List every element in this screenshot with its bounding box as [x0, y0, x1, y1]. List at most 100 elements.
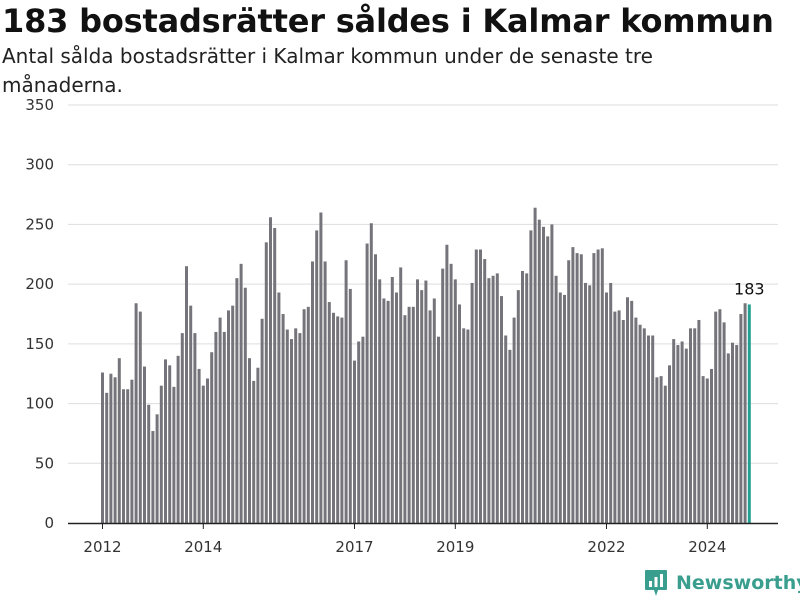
bar — [529, 230, 533, 523]
bar — [563, 294, 566, 523]
bar — [500, 296, 503, 523]
bar — [655, 377, 659, 523]
bar — [521, 271, 524, 523]
bar — [243, 287, 247, 523]
latest-value-label: 183 — [734, 279, 765, 298]
bar — [743, 303, 747, 523]
bar — [168, 365, 172, 523]
bar — [710, 368, 713, 523]
bar — [693, 328, 697, 523]
bar — [516, 290, 520, 523]
bar — [260, 318, 264, 523]
bar — [428, 310, 432, 523]
bar — [340, 317, 344, 523]
y-tick-label: 200 — [25, 275, 54, 293]
bar — [588, 285, 592, 523]
y-tick-label: 350 — [25, 96, 54, 114]
bar — [684, 348, 688, 523]
bar — [613, 311, 617, 523]
bar — [323, 261, 327, 523]
bar — [126, 389, 130, 523]
bar — [504, 335, 508, 523]
bar — [311, 261, 314, 523]
bar — [533, 207, 537, 524]
bar — [319, 212, 323, 523]
bar — [101, 372, 104, 523]
bar — [487, 278, 491, 523]
bar — [512, 317, 516, 523]
bar — [151, 431, 155, 523]
bar — [479, 249, 482, 523]
bar — [269, 217, 272, 523]
bar — [705, 378, 709, 523]
bar — [348, 288, 352, 523]
bar — [290, 339, 293, 523]
bar — [143, 366, 146, 523]
y-tick-label: 250 — [25, 215, 54, 233]
bar — [176, 355, 180, 523]
bar — [374, 254, 377, 524]
bar — [138, 311, 142, 523]
bar — [185, 266, 188, 523]
bar — [470, 282, 474, 523]
bar — [353, 360, 356, 523]
bar — [579, 254, 583, 524]
bar — [542, 226, 545, 523]
bar — [424, 280, 428, 523]
x-tick-label: 2012 — [83, 538, 121, 556]
bar — [458, 304, 461, 523]
bar — [689, 328, 692, 523]
bar — [508, 349, 512, 523]
bar — [714, 311, 718, 523]
bar — [571, 247, 575, 523]
brand-logo: Newsworthy — [644, 568, 800, 598]
bar — [122, 389, 125, 523]
bar — [147, 404, 151, 523]
bar — [369, 223, 373, 523]
bar — [411, 306, 415, 523]
bar — [214, 331, 218, 523]
x-tick-label: 2014 — [184, 538, 222, 556]
bar — [609, 282, 613, 523]
bar — [558, 292, 562, 523]
bar — [382, 298, 386, 523]
bar — [378, 279, 382, 523]
bar — [336, 316, 340, 523]
bar — [281, 314, 285, 523]
bar — [256, 367, 260, 523]
y-tick-label: 100 — [25, 395, 54, 413]
x-tick-label: 2019 — [436, 538, 474, 556]
bar — [663, 385, 667, 523]
bar — [630, 300, 634, 523]
bar — [130, 379, 134, 523]
y-tick-label: 50 — [35, 454, 54, 472]
bar — [327, 302, 331, 523]
bar — [155, 414, 159, 523]
bar — [395, 292, 398, 523]
y-tick-label: 300 — [25, 156, 54, 174]
x-tick-label: 2017 — [335, 538, 373, 556]
bar — [659, 376, 663, 523]
bar — [567, 260, 571, 523]
bar — [403, 315, 407, 523]
bar — [172, 386, 176, 523]
bar — [407, 306, 411, 523]
bar — [357, 341, 361, 523]
bar — [739, 314, 743, 523]
bar — [252, 380, 256, 523]
bar — [248, 358, 251, 523]
bar — [605, 292, 608, 523]
bar — [159, 385, 163, 523]
x-tick-label: 2024 — [688, 538, 726, 556]
bar — [164, 359, 167, 523]
bar — [550, 224, 554, 523]
bar — [441, 268, 445, 523]
bar — [735, 345, 739, 523]
bar — [201, 385, 205, 523]
bar — [231, 305, 235, 523]
bar — [449, 263, 453, 523]
bar — [617, 310, 621, 523]
bar — [453, 279, 457, 523]
bar — [315, 230, 319, 523]
bar — [668, 365, 671, 523]
